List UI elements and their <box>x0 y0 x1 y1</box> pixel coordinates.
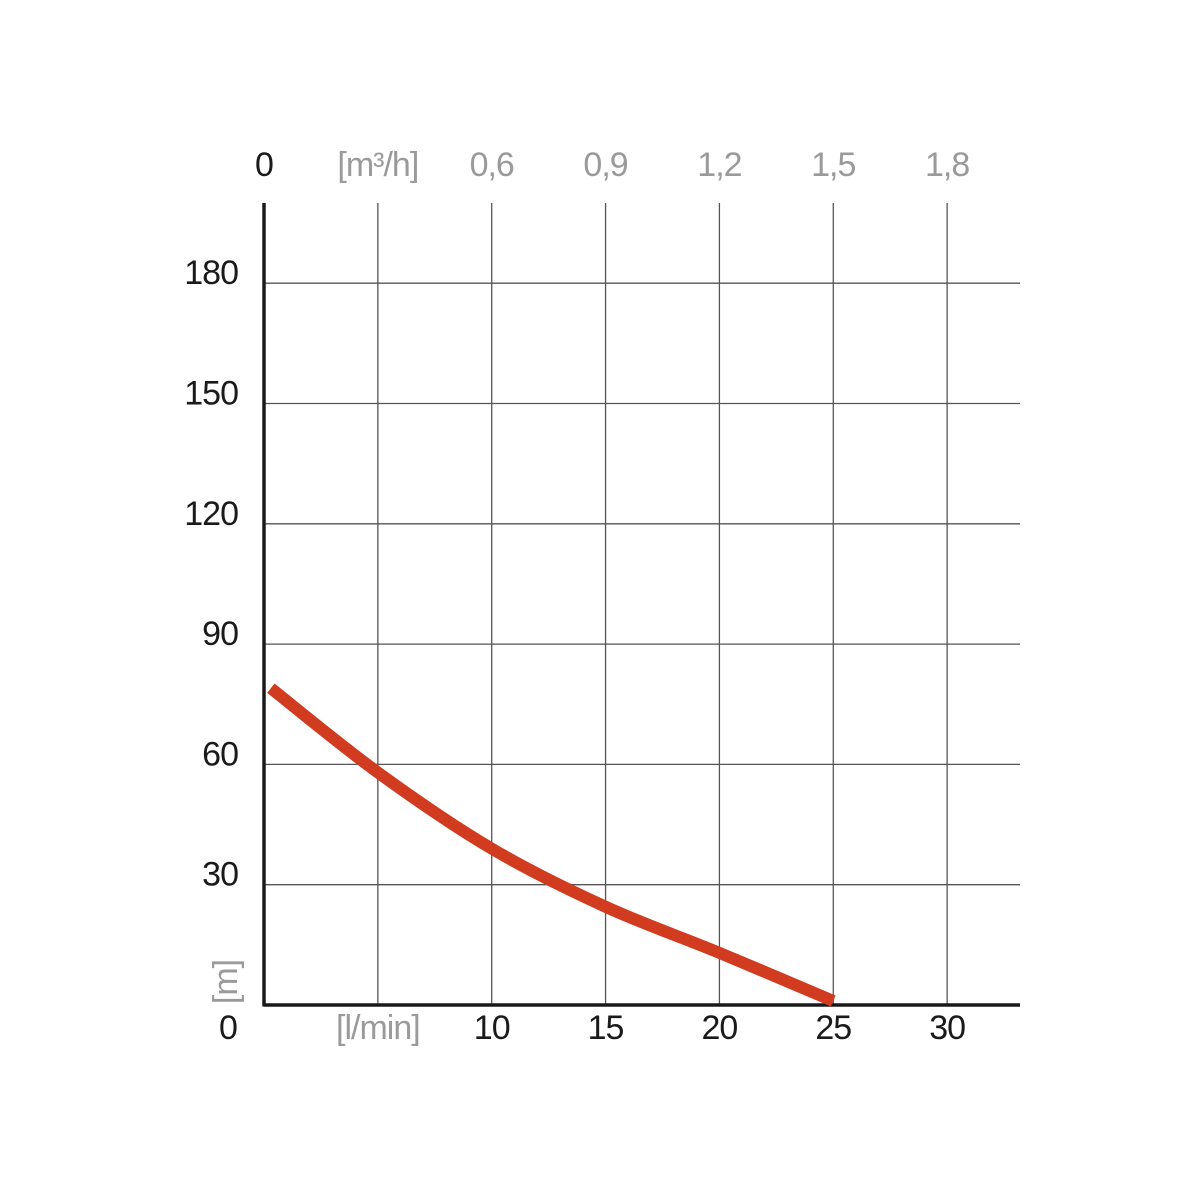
x-tick-label: 10 <box>474 1009 510 1047</box>
x2-tick-label: 1,5 <box>811 146 855 184</box>
x2-tick-label: [m³/h] <box>337 146 418 184</box>
y-tick-label: 30 <box>202 856 238 894</box>
x2-tick-label: 1,2 <box>697 146 741 184</box>
x-tick-label: 30 <box>929 1009 965 1047</box>
x-tick-label: [l/min] <box>336 1009 420 1047</box>
x-tick-label: 25 <box>815 1009 851 1047</box>
x2-tick-label: 0,9 <box>583 146 627 184</box>
y-tick-label: 90 <box>202 615 238 653</box>
x2-tick-label: 0 <box>255 146 273 184</box>
y-tick-label: 180 <box>184 254 238 292</box>
x-tick-label: 15 <box>588 1009 624 1047</box>
curve <box>267 683 836 1007</box>
x2-tick-label: 1,8 <box>925 146 969 184</box>
x-tick-label: 0 <box>219 1009 237 1047</box>
x2-tick-label: 0,6 <box>470 146 514 184</box>
x-tick-label: 20 <box>702 1009 738 1047</box>
y-tick-label: 60 <box>202 735 238 773</box>
y-tick-label: 120 <box>184 495 238 533</box>
y-axis-label: [m] <box>207 960 245 1004</box>
y-tick-label: 150 <box>184 374 238 412</box>
